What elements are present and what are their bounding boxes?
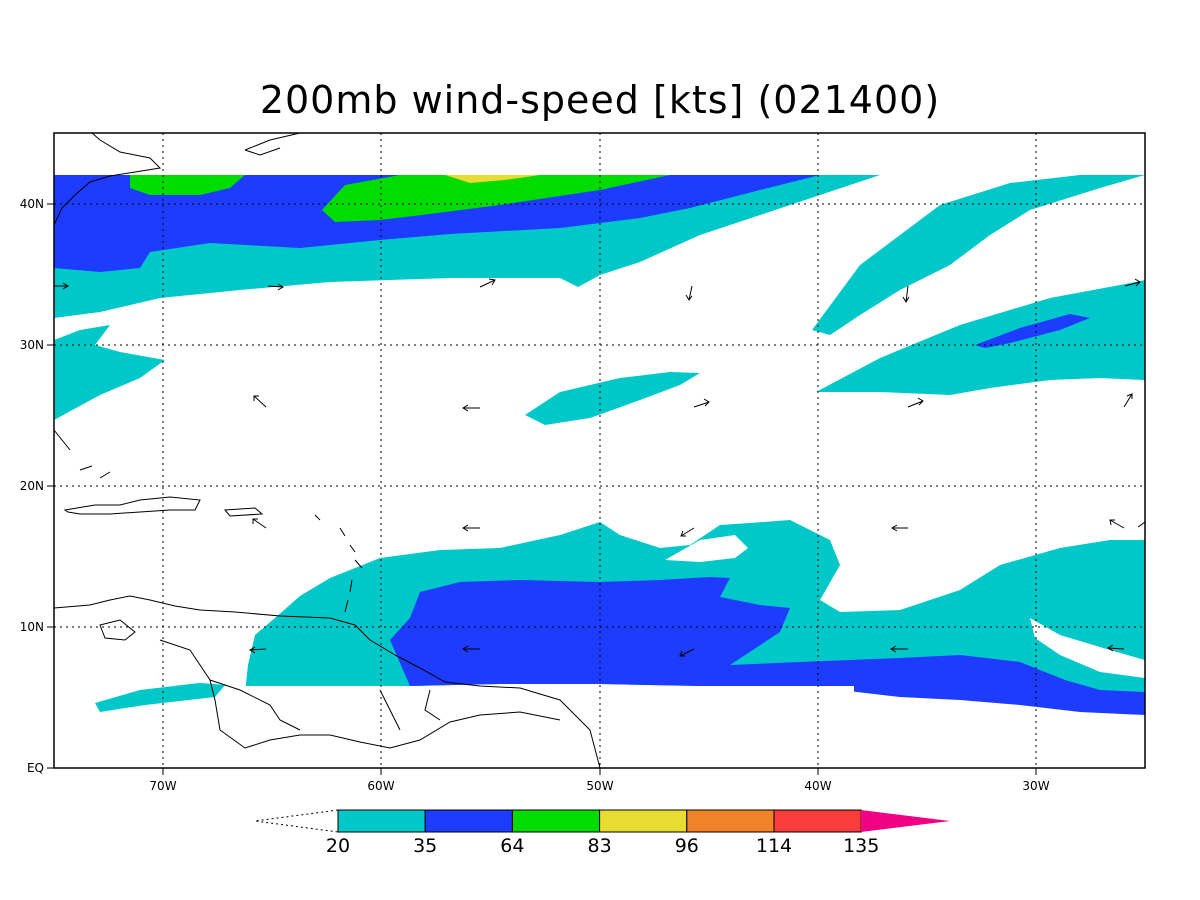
wind-arrow — [902, 285, 910, 303]
y-tick-label: EQ — [27, 761, 44, 775]
white-gap-south-central — [665, 535, 748, 562]
wind-arrow — [54, 282, 69, 290]
colorbar-under-arrow — [254, 809, 339, 833]
south-america-interior — [99, 619, 561, 749]
x-tick-label: 30W — [1022, 779, 1049, 793]
y-tick-label: 30N — [20, 338, 44, 352]
wind-arrow — [462, 524, 480, 532]
lesser-antilles — [314, 514, 363, 613]
white-gap-southeast — [1030, 618, 1145, 678]
cyan-region-southwest-stripe — [95, 683, 225, 712]
colorbar-box — [773, 809, 862, 833]
wind-arrow — [679, 648, 695, 657]
colorbar-label: 114 — [756, 835, 792, 857]
wind-arrow — [693, 398, 710, 408]
cyan-region-east — [816, 280, 1145, 395]
wind-arrow — [907, 397, 924, 408]
florida-bahamas-coast — [54, 429, 111, 479]
colorbar: 20 35 64 83 96 114 135 — [254, 809, 950, 857]
y-tick-label: 40N — [20, 197, 44, 211]
colorbar-box — [686, 809, 775, 833]
colorbar-label: 35 — [413, 835, 437, 857]
gridlines — [54, 133, 1145, 768]
colorbar-label: 64 — [500, 835, 524, 857]
wind-arrow — [479, 278, 496, 288]
wind-arrow — [680, 527, 695, 537]
colorbar-box — [337, 809, 426, 833]
blue-region-east-ellipse — [975, 314, 1090, 348]
wind-arrow — [891, 524, 908, 532]
green-region-northwest — [130, 175, 245, 195]
north-america-coast — [54, 133, 162, 226]
blue-region-south — [390, 577, 1145, 715]
colorbar-label: 96 — [675, 835, 699, 857]
venezuela-border — [209, 679, 441, 731]
shaded-wind-regions — [54, 175, 1145, 768]
colorbar-label: 83 — [588, 835, 612, 857]
colorbar-over-arrow — [861, 810, 950, 832]
x-tick-labels: 70W 60W 50W 40W 30W — [149, 779, 1049, 793]
colorbar-label: 20 — [326, 835, 350, 857]
y-tick-labels: EQ 10N 20N 30N 40N — [20, 197, 44, 775]
wind-arrow — [1123, 393, 1133, 408]
wind-arrow — [1124, 278, 1141, 287]
cyan-region-west-lobe — [54, 325, 165, 420]
tick-marks — [47, 203, 1037, 775]
wind-arrow — [1107, 644, 1125, 652]
green-region-north — [322, 175, 670, 222]
map-title: 200mb wind-speed [kts] (021400) — [259, 78, 941, 122]
cyan-region-central-ellipse — [525, 372, 700, 425]
y-tick-label: 20N — [20, 479, 44, 493]
blue-region-north — [54, 175, 820, 272]
data-cutoff-mask-east — [840, 690, 1145, 768]
coastlines — [54, 133, 1145, 768]
colorbar-box — [511, 809, 601, 833]
colorbar-label: 135 — [843, 835, 879, 857]
wind-arrow — [890, 645, 908, 653]
cyan-region-northeast — [812, 175, 1145, 335]
yellow-region-north — [445, 175, 540, 183]
colorbar-box — [424, 809, 513, 833]
y-tick-label: 10N — [20, 620, 44, 634]
wind-arrow — [462, 645, 480, 653]
nova-scotia-coast — [244, 133, 301, 156]
wind-arrow — [249, 646, 267, 654]
cuba-hispaniola-coast — [63, 496, 264, 517]
colorbar-boxes — [337, 809, 862, 833]
x-tick-label: 70W — [149, 779, 176, 793]
colorbar-labels: 20 35 64 83 96 114 135 — [326, 835, 879, 857]
wind-arrow — [252, 518, 267, 529]
colorbar-box — [599, 809, 688, 833]
south-america-coast — [54, 595, 601, 768]
wind-arrows — [54, 278, 1141, 657]
x-tick-label: 60W — [367, 779, 394, 793]
wind-arrow — [462, 404, 480, 412]
x-tick-label: 40W — [804, 779, 831, 793]
west-africa-edge — [1137, 521, 1145, 528]
wind-arrow — [267, 283, 284, 291]
wind-arrow — [685, 285, 693, 301]
x-tick-label: 50W — [586, 779, 613, 793]
wind-arrow — [1109, 519, 1125, 529]
wind-arrow — [253, 395, 267, 408]
